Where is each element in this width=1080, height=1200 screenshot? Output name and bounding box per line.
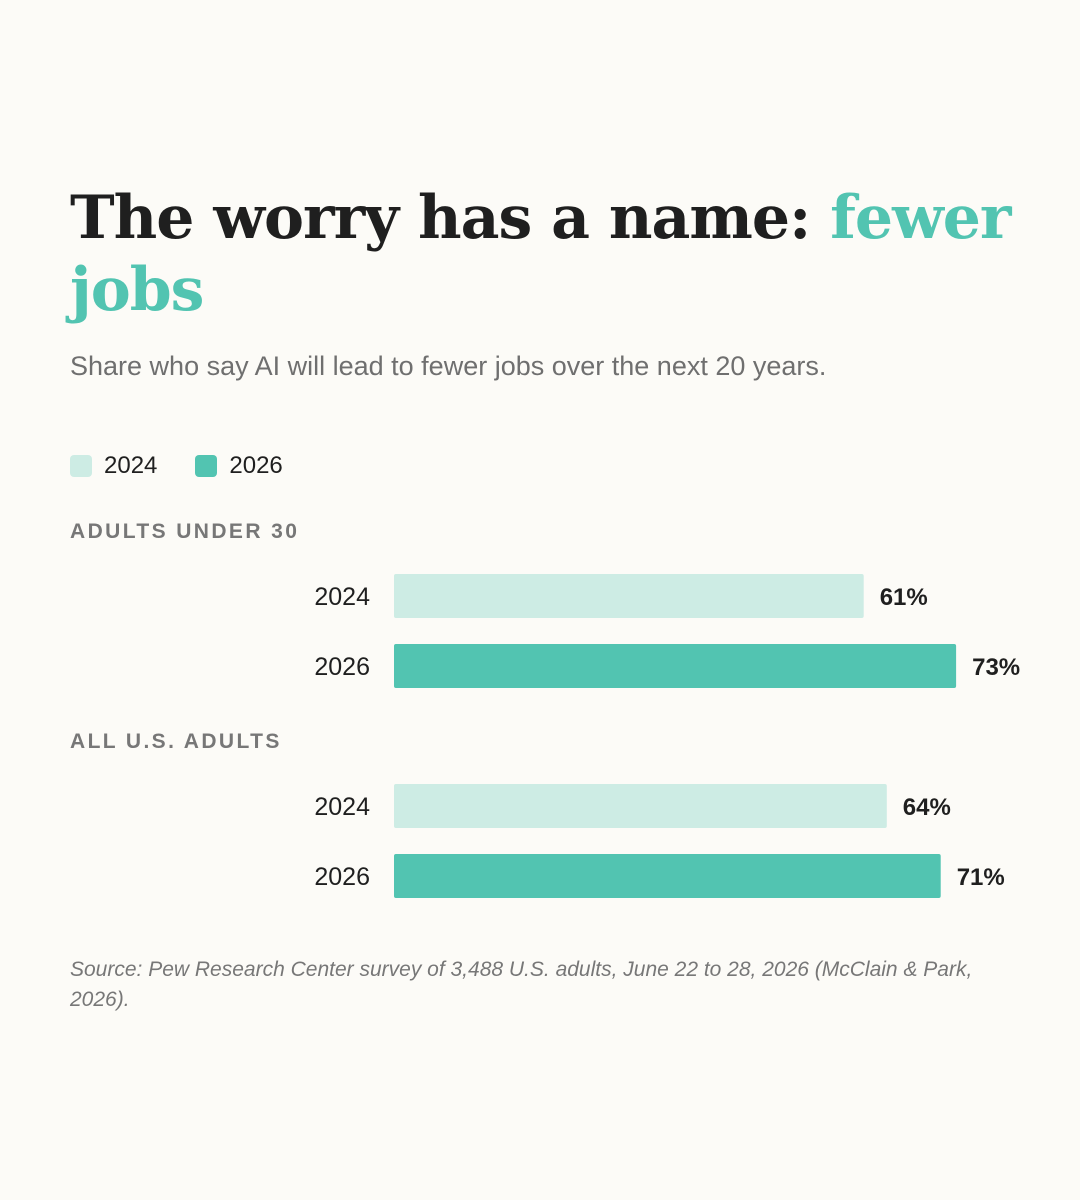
group-label: ALL U.S. ADULTS [70,730,282,753]
source-note: Source: Pew Research Center survey of 3,… [70,958,973,1011]
bar-2024 [394,784,887,828]
bar-category-label: 2026 [314,863,370,891]
legend-swatch-2024 [70,455,92,477]
legend-label-2024: 2024 [104,452,158,479]
bar-value-label: 64% [903,794,951,821]
chart-title-main: The worry has a name: [70,183,831,253]
chart-legend: 2024 2026 [70,452,321,480]
group-label: ADULTS UNDER 30 [70,520,299,543]
chart-subtitle: Share who say AI will lead to fewer jobs… [70,351,827,381]
chart-title: The worry has a name: fewer jobs [70,182,1020,326]
bar-chart: ADULTS UNDER 30 2024 61% 2026 73% ALL U.S. AD… [70,520,1020,898]
bar-2024 [394,574,864,618]
bar-2026 [394,854,941,898]
chart-title-accent: fewer jobs [70,183,1012,325]
bar-value-label: 71% [957,864,1005,891]
legend-swatch-2026 [195,455,218,477]
legend-label-2026: 2026 [229,452,283,479]
bar-2026 [394,644,957,688]
bar-category-label: 2026 [314,653,370,681]
bar-value-label: 73% [972,654,1020,681]
bar-category-label: 2024 [314,583,370,611]
legend-item-2024: 2024 [70,452,157,480]
legend-item-2026: 2026 [195,452,283,480]
bar-category-label: 2024 [314,793,370,821]
bar-value-label: 61% [880,584,928,611]
